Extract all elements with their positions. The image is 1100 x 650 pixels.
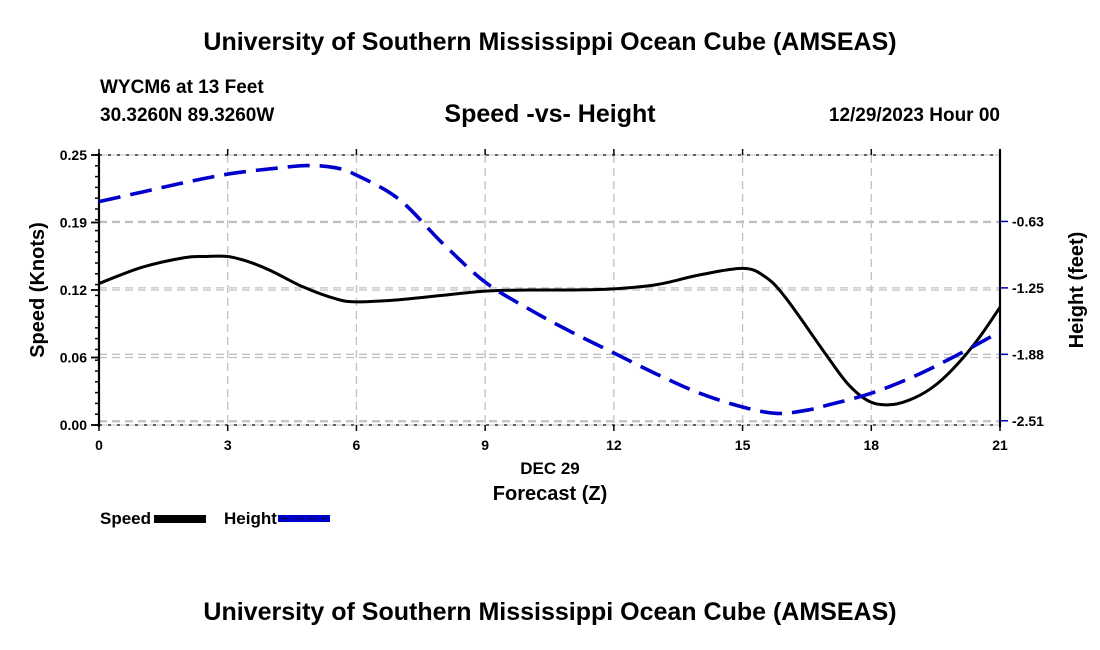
x-tick-label: 21 (992, 437, 1008, 453)
y2-tick-label: -1.88 (1012, 346, 1044, 362)
station-label: WYCM6 at 13 Feet (100, 77, 264, 98)
footer-title: University of Southern Mississippi Ocean… (203, 598, 897, 626)
series-line-height (98, 163, 1001, 416)
y2-tick-label: -1.25 (1012, 280, 1044, 296)
x-axis-label: Forecast (Z) (493, 483, 607, 505)
forecast-datetime: 12/29/2023 Hour 00 (828, 105, 1000, 126)
main-title: University of Southern Mississippi Ocean… (203, 28, 897, 56)
y2-tick-label: -2.51 (1012, 413, 1044, 429)
y-tick-label: 0.12 (60, 282, 87, 298)
axes (91, 149, 1008, 431)
y2-tick-label: -0.63 (1012, 213, 1044, 229)
x-axis-date-label: DEC 29 (520, 459, 580, 478)
x-tick-label: 18 (863, 437, 879, 453)
x-tick-label: 9 (481, 437, 489, 453)
legend-swatch-height (277, 515, 330, 522)
y-tick-label: 0.19 (60, 215, 87, 231)
legend-label-height: Height (224, 509, 277, 528)
x-tick-label: 0 (95, 437, 103, 453)
series-line-speed (98, 254, 1002, 407)
y-axis-label: Speed (Knots) (27, 222, 49, 358)
y-tick-label: 0.00 (60, 417, 87, 433)
series (98, 163, 1002, 416)
legend: Speed Height (100, 509, 330, 529)
y-tick-label: 0.06 (60, 350, 87, 366)
station-coordinates: 30.3260N 89.3260W (100, 105, 275, 126)
tick-labels: 0.00 0.06 0.12 0.19 0.25 -0.63 -1.25 -1.88 -2.51… (60, 147, 1044, 453)
y2-axis-label: Height (feet) (1066, 232, 1088, 349)
x-tick-label: 6 (353, 437, 361, 453)
legend-label-speed: Speed (100, 509, 152, 528)
legend-swatch-speed (154, 515, 207, 523)
y-tick-label: 0.25 (60, 147, 87, 163)
x-tick-label: 12 (606, 437, 622, 453)
chart-title: Speed -vs- Height (444, 100, 656, 128)
x-tick-label: 15 (735, 437, 751, 453)
x-tick-label: 3 (224, 437, 232, 453)
